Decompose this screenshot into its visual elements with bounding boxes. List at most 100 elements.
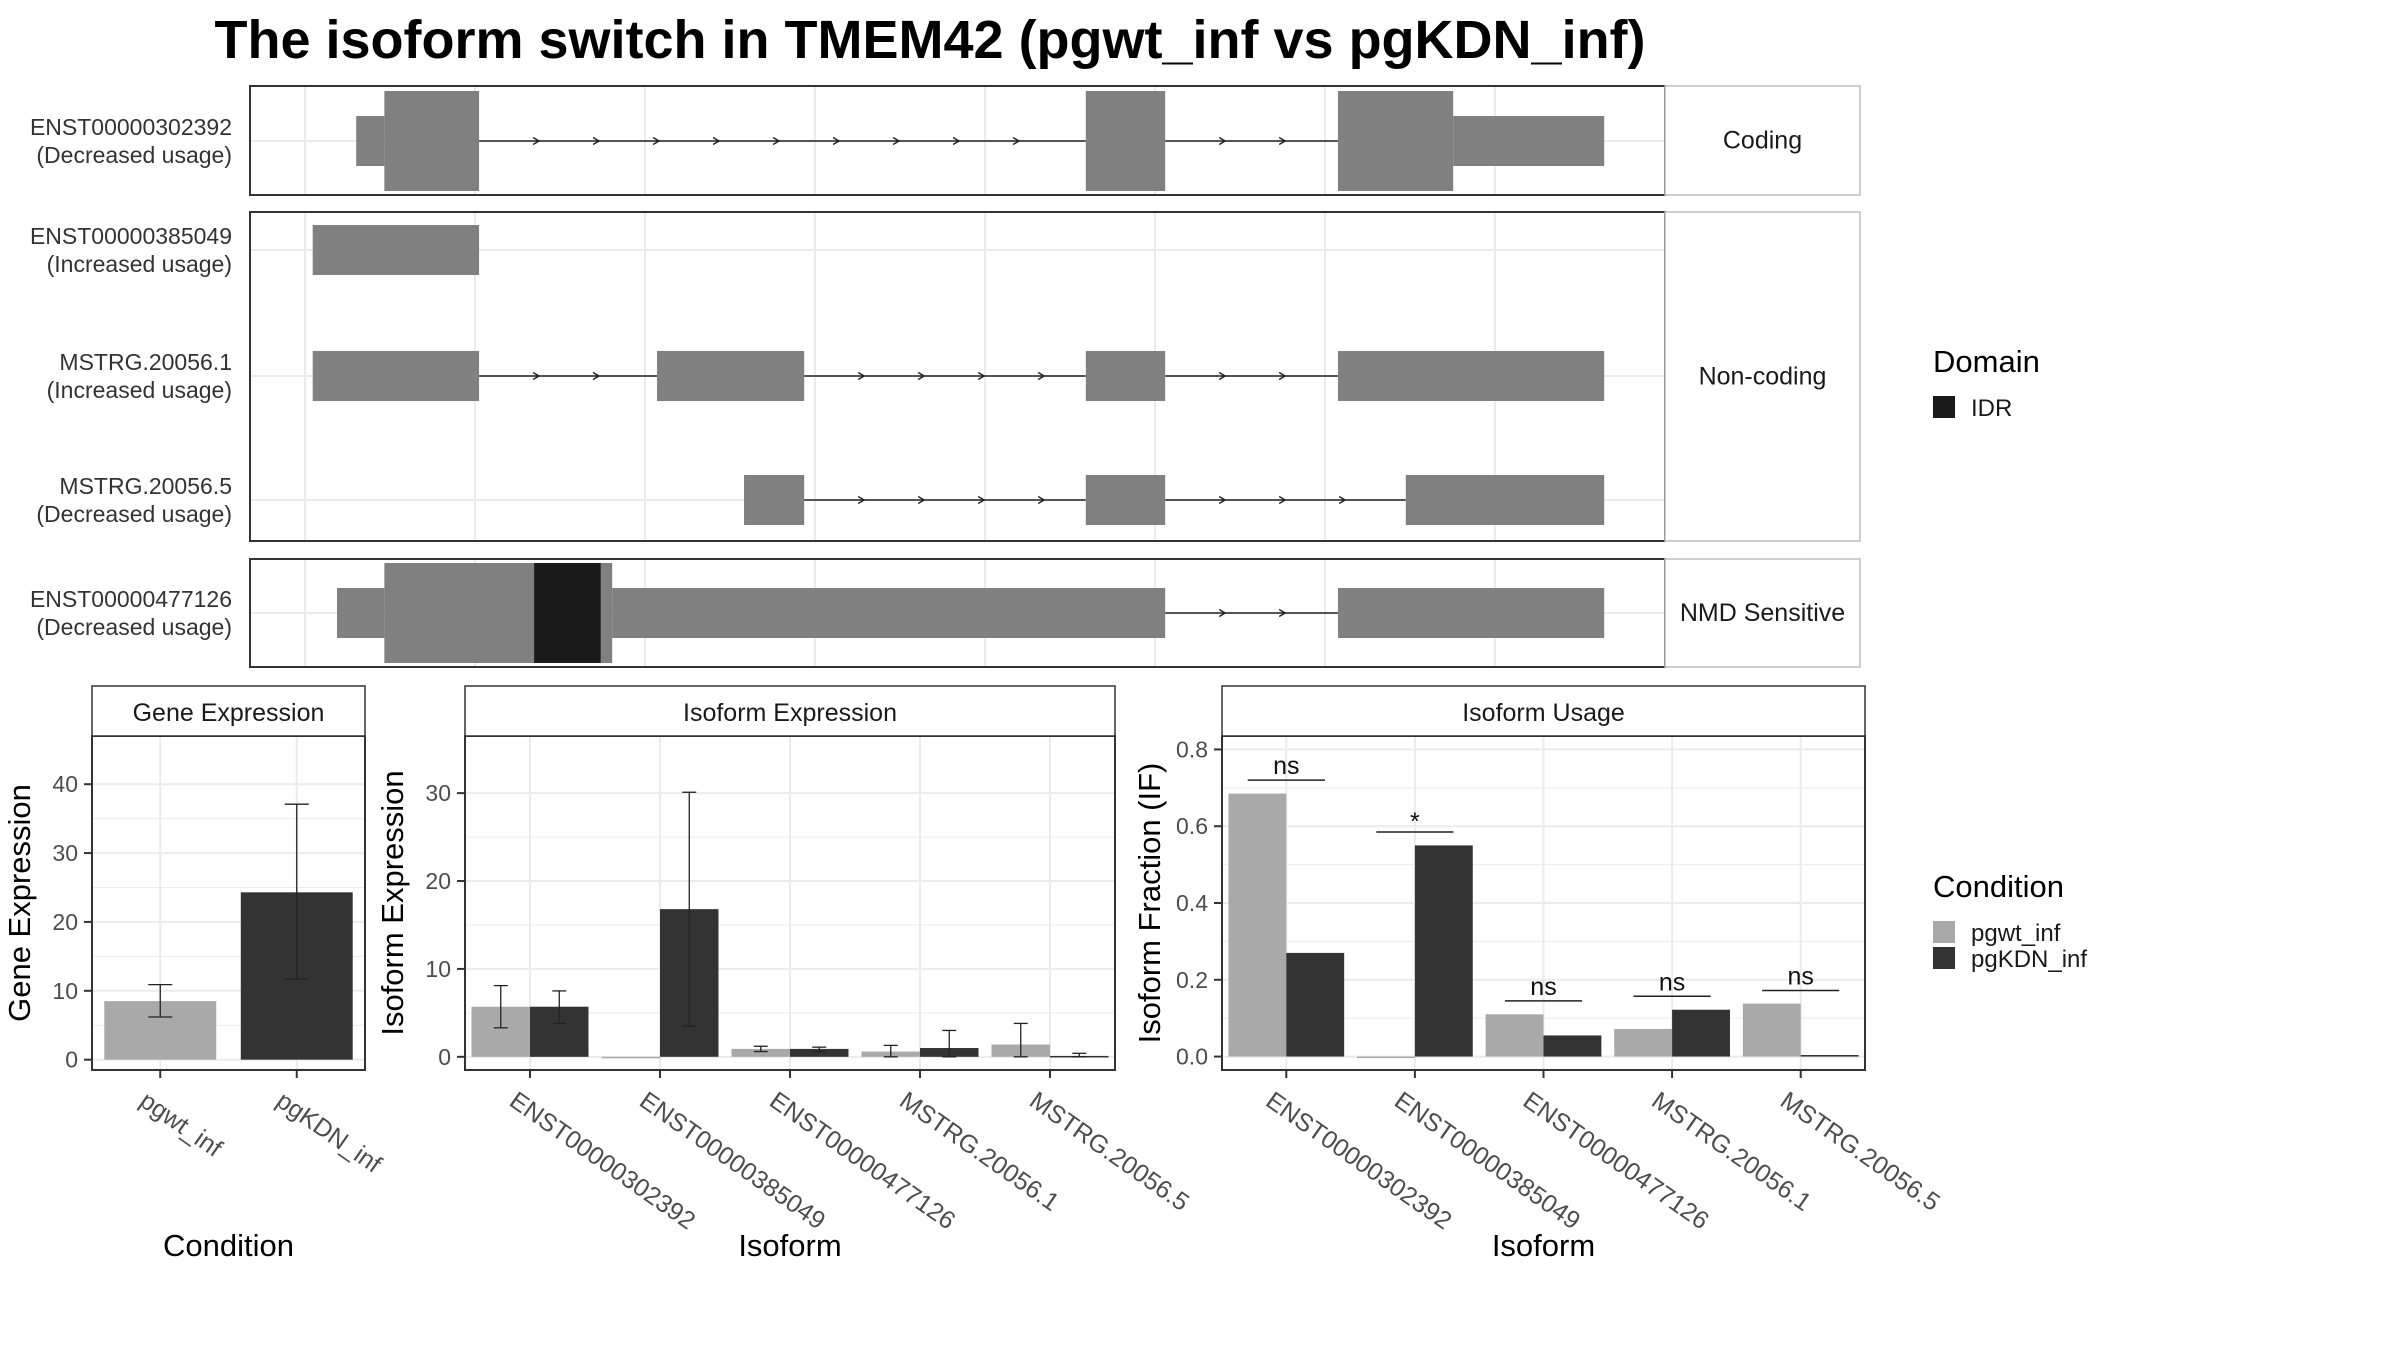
y-tick-label: 10 (52, 978, 78, 1004)
x-axis-title: Isoform (1492, 1228, 1595, 1263)
bar-chart-panels: Gene Expression 0 10 20 30 40 pgwt_inf pgKDN_in… (2, 685, 1945, 1263)
facet-strip (1664, 211, 1861, 542)
exon-coding (1337, 91, 1454, 191)
intron-arrow (952, 136, 961, 146)
transcript-track: ENST00000302392(Decreased usage) (30, 91, 1605, 191)
bar (1672, 1009, 1730, 1057)
exon-block (1085, 351, 1166, 401)
legend-swatch (1933, 947, 1955, 969)
facet-strip (1664, 85, 1861, 196)
exon-block (337, 588, 385, 638)
intron-arrow (592, 136, 601, 146)
bar (1543, 1035, 1602, 1057)
y-tick-label: 0.2 (1176, 967, 1208, 993)
facet-strip-label: NMD Sensitive (1680, 599, 1845, 627)
transcript-structure-panels: ENST00000302392(Decreased usage)CodingEN… (30, 85, 1861, 668)
bar (1614, 1028, 1673, 1057)
y-tick-label: 10 (425, 956, 451, 982)
intron-arrow (1218, 371, 1227, 381)
exon-block (1337, 588, 1605, 638)
y-axis-title: Gene Expression (2, 784, 37, 1022)
y-tick-label: 20 (425, 868, 451, 894)
intron-arrow (1218, 495, 1227, 505)
transcript-id-label: MSTRG.20056.5 (59, 473, 232, 499)
facet-strip (91, 685, 366, 737)
transcript-usage-label: (Increased usage) (47, 377, 232, 403)
intron-arrow (712, 136, 721, 146)
intron-arrow (1218, 136, 1227, 146)
intron-arrow (1278, 495, 1287, 505)
exon-block (356, 116, 385, 166)
bar (601, 1056, 660, 1059)
y-tick-label: 0.6 (1176, 813, 1208, 839)
y-tick-label: 0.0 (1176, 1044, 1208, 1070)
intron-arrow (1012, 136, 1021, 146)
bar (1414, 845, 1473, 1057)
legend-swatch (1933, 396, 1955, 418)
intron-arrow (1218, 608, 1227, 618)
chart-panel: Gene Expression 0 10 20 30 40 pgwt_inf pgKDN_in… (2, 685, 386, 1263)
intron-arrow (652, 136, 661, 146)
chart-title: Isoform Usage (1462, 699, 1625, 727)
x-tick-label: pgwt_inf (135, 1086, 227, 1162)
facet-strip (1664, 558, 1861, 668)
bar (1742, 1003, 1801, 1057)
legend-swatch (1933, 921, 1955, 943)
intron-arrow (977, 371, 986, 381)
significance-label: ns (1787, 963, 1813, 991)
exon-block (612, 588, 1166, 638)
y-axis-title: Isoform Expression (375, 770, 410, 1035)
y-tick-label: 20 (52, 909, 78, 935)
exon-coding (1085, 91, 1166, 191)
significance-label: ns (1659, 968, 1685, 996)
transcript-track: MSTRG.20056.5(Decreased usage) (36, 473, 1605, 527)
y-tick-label: 30 (52, 840, 78, 866)
bar (1228, 793, 1287, 1057)
idr-domain (534, 563, 601, 663)
y-tick-label: 0.8 (1176, 736, 1208, 762)
facet-strip-label: Coding (1723, 127, 1802, 155)
x-axis-title: Condition (163, 1228, 294, 1263)
legend-domain: Domain IDR (1933, 344, 2040, 422)
intron-arrow (592, 371, 601, 381)
transcript-track: ENST00000385049(Increased usage) (30, 223, 480, 277)
intron-arrow (857, 371, 866, 381)
transcript-usage-label: (Decreased usage) (36, 614, 232, 640)
exon-coding (384, 91, 480, 191)
bar (731, 1048, 790, 1057)
intron-arrow (917, 371, 926, 381)
transcript-track: ENST00000477126(Decreased usage) (30, 563, 1605, 663)
transcript-usage-label: (Increased usage) (47, 251, 232, 277)
intron-arrow (917, 495, 926, 505)
y-tick-label: 30 (425, 780, 451, 806)
intron-arrow (1037, 371, 1046, 381)
exon-block (312, 225, 480, 275)
chart-panel: Isoform Expression0102030ENST00000302392… (375, 685, 1194, 1263)
x-axis-title: Isoform (738, 1228, 841, 1263)
exon-block (1337, 351, 1605, 401)
intron-arrow (532, 136, 541, 146)
facet-strip (1221, 685, 1866, 737)
exon-block (312, 351, 480, 401)
facet-strip-label: Non-coding (1699, 363, 1827, 391)
transcript-usage-label: (Decreased usage) (36, 501, 232, 527)
exon-block (657, 351, 805, 401)
intron-arrow (1278, 136, 1287, 146)
transcript-usage-label: (Decreased usage) (36, 142, 232, 168)
y-tick-label: 40 (52, 771, 78, 797)
legend-label: IDR (1971, 395, 2012, 422)
bar (1485, 1014, 1544, 1057)
legend-title: Domain (1933, 344, 2040, 379)
intron-arrow (772, 136, 781, 146)
intron-arrow (1338, 495, 1347, 505)
figure-title: The isoform switch in TMEM42 (pgwt_inf v… (214, 10, 1645, 70)
exon-block (1453, 116, 1605, 166)
exon-block (1085, 475, 1166, 525)
intron-arrow (1278, 608, 1287, 618)
legend-label: pgwt_inf (1971, 920, 2061, 947)
structure-panel: ENST00000302392(Decreased usage) Coding (30, 85, 1861, 196)
y-tick-label: 0 (65, 1047, 78, 1073)
intron-arrow (1278, 371, 1287, 381)
